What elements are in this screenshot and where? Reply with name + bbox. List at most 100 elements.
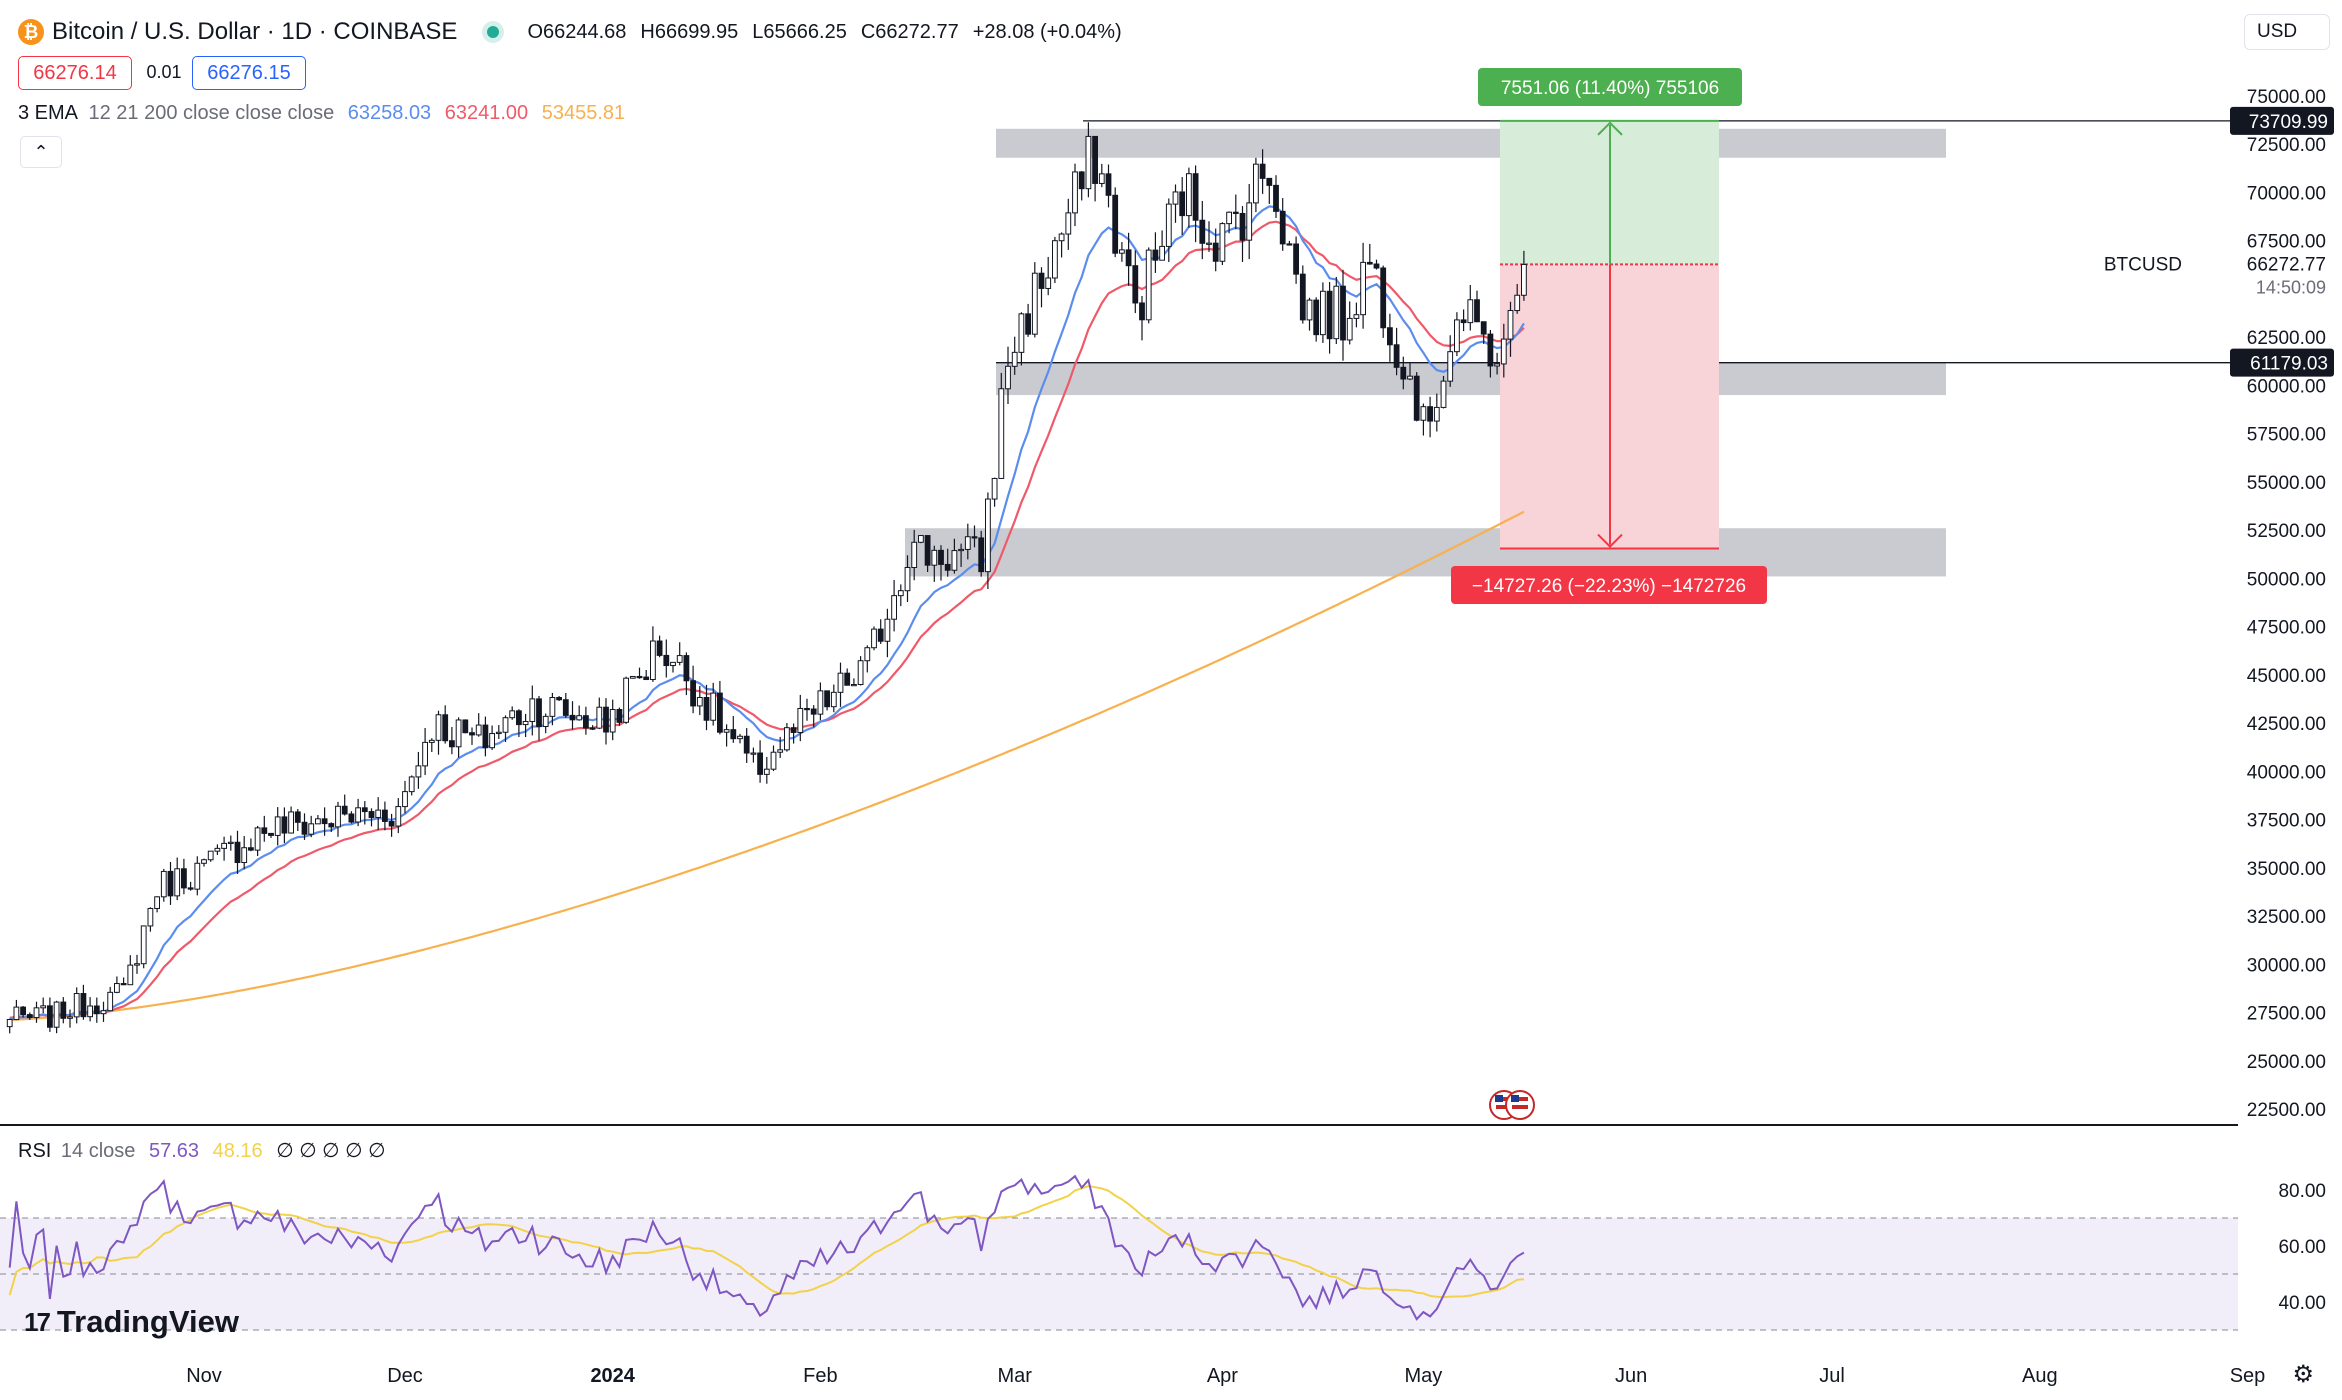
- candle-down[interactable]: [790, 727, 797, 733]
- candle-down[interactable]: [462, 719, 469, 734]
- candle-down[interactable]: [1199, 219, 1206, 244]
- candle-down[interactable]: [482, 724, 489, 749]
- candle-up[interactable]: [904, 567, 911, 592]
- candle-up[interactable]: [1320, 290, 1326, 336]
- candle-up[interactable]: [1186, 173, 1192, 217]
- candle-up[interactable]: [154, 896, 160, 909]
- candle-down[interactable]: [261, 827, 268, 834]
- candle-down[interactable]: [844, 672, 851, 686]
- candle-up[interactable]: [509, 710, 516, 719]
- candle-down[interactable]: [1139, 302, 1145, 321]
- candle-up[interactable]: [1454, 319, 1460, 353]
- candle-up[interactable]: [288, 811, 295, 834]
- candle-up[interactable]: [1145, 249, 1152, 321]
- candle-up[interactable]: [596, 706, 603, 729]
- candle-down[interactable]: [1078, 171, 1085, 190]
- candle-down[interactable]: [730, 729, 737, 740]
- candle-down[interactable]: [924, 535, 931, 566]
- candle-up[interactable]: [676, 655, 683, 663]
- candle-up[interactable]: [897, 590, 904, 597]
- candle-up[interactable]: [763, 768, 770, 775]
- candle-up[interactable]: [696, 697, 703, 707]
- candle-down[interactable]: [824, 690, 831, 708]
- candle-up[interactable]: [1507, 310, 1514, 340]
- candle-down[interactable]: [368, 811, 375, 818]
- candle-down[interactable]: [341, 805, 348, 815]
- candle-down[interactable]: [1212, 242, 1219, 262]
- candle-down[interactable]: [810, 708, 817, 715]
- candle-up[interactable]: [1098, 173, 1105, 184]
- candle-up[interactable]: [1085, 135, 1092, 190]
- candle-up[interactable]: [1514, 294, 1521, 312]
- candle-up[interactable]: [958, 548, 965, 552]
- candle-down[interactable]: [583, 715, 589, 729]
- candle-up[interactable]: [522, 720, 529, 726]
- candle-down[interactable]: [1387, 327, 1393, 346]
- candle-up[interactable]: [1206, 242, 1212, 245]
- candle-up[interactable]: [174, 868, 181, 897]
- candle-up[interactable]: [140, 925, 147, 965]
- candle-down[interactable]: [1313, 299, 1320, 336]
- candle-up[interactable]: [1253, 163, 1259, 204]
- candle-up[interactable]: [998, 388, 1005, 479]
- candle-down[interactable]: [187, 887, 194, 890]
- candle-down[interactable]: [1293, 243, 1299, 275]
- candle-down[interactable]: [1279, 210, 1286, 245]
- candle-down[interactable]: [1192, 173, 1199, 221]
- tradingview-logo[interactable]: 17 TradingView: [24, 1304, 239, 1340]
- candle-down[interactable]: [971, 536, 978, 539]
- support-price-marker[interactable]: 61179.03: [2250, 354, 2328, 375]
- candle-down[interactable]: [1400, 366, 1407, 380]
- candle-up[interactable]: [241, 847, 248, 864]
- candle-down[interactable]: [1373, 263, 1380, 269]
- candle-down[interactable]: [1366, 261, 1373, 265]
- candle-down[interactable]: [328, 823, 335, 828]
- candle-up[interactable]: [502, 717, 509, 733]
- candle-down[interactable]: [1038, 272, 1045, 289]
- candle-down[interactable]: [1152, 249, 1159, 261]
- candle-down[interactable]: [1239, 212, 1246, 241]
- candle-up[interactable]: [1440, 380, 1447, 408]
- candle-up[interactable]: [710, 692, 717, 721]
- candle-up[interactable]: [737, 735, 743, 740]
- candle-down[interactable]: [743, 735, 750, 754]
- price-zone[interactable]: [996, 362, 1946, 396]
- candle-up[interactable]: [911, 541, 918, 569]
- candle-up[interactable]: [395, 806, 402, 827]
- candle-up[interactable]: [891, 595, 898, 620]
- candle-up[interactable]: [851, 684, 857, 687]
- candle-up[interactable]: [830, 691, 837, 708]
- candle-up[interactable]: [1333, 285, 1340, 340]
- candle-down[interactable]: [1232, 211, 1239, 214]
- candle-down[interactable]: [938, 549, 944, 565]
- candle-up[interactable]: [1011, 351, 1018, 367]
- candle-down[interactable]: [1092, 135, 1098, 184]
- candle-up[interactable]: [723, 729, 730, 733]
- candle-down[interactable]: [442, 714, 449, 742]
- candle-up[interactable]: [1494, 363, 1500, 367]
- candle-down[interactable]: [60, 1001, 67, 1019]
- candle-up[interactable]: [549, 697, 556, 717]
- candle-down[interactable]: [361, 807, 368, 813]
- candle-down[interactable]: [562, 699, 569, 716]
- candle-down[interactable]: [603, 706, 609, 733]
- rsi-legend[interactable]: RSI 14 close 57.63 48.16 ∅ ∅ ∅ ∅ ∅: [18, 1138, 386, 1163]
- settings-gear-icon[interactable]: ⚙: [2292, 1361, 2314, 1388]
- ema-legend[interactable]: 3 EMA 12 21 200 close close close 63258.…: [18, 102, 625, 125]
- candle-up[interactable]: [308, 823, 315, 835]
- candle-up[interactable]: [73, 993, 80, 1018]
- price-axis[interactable]: 75000.00 72500.00 70000.00 67500.00 62500.00…: [2104, 87, 2334, 1314]
- candle-up[interactable]: [53, 1001, 60, 1028]
- candle-up[interactable]: [576, 715, 583, 721]
- candle-up[interactable]: [13, 1006, 20, 1021]
- candle-up[interactable]: [160, 870, 167, 898]
- candle-down[interactable]: [1326, 290, 1333, 340]
- candle-up[interactable]: [817, 690, 824, 715]
- sell-price-button[interactable]: 66276.14: [18, 56, 132, 90]
- candle-up[interactable]: [1306, 299, 1313, 321]
- candle-down[interactable]: [1393, 344, 1400, 368]
- candle-up[interactable]: [33, 1007, 40, 1019]
- candle-up[interactable]: [375, 809, 382, 818]
- candle-up[interactable]: [1219, 223, 1226, 262]
